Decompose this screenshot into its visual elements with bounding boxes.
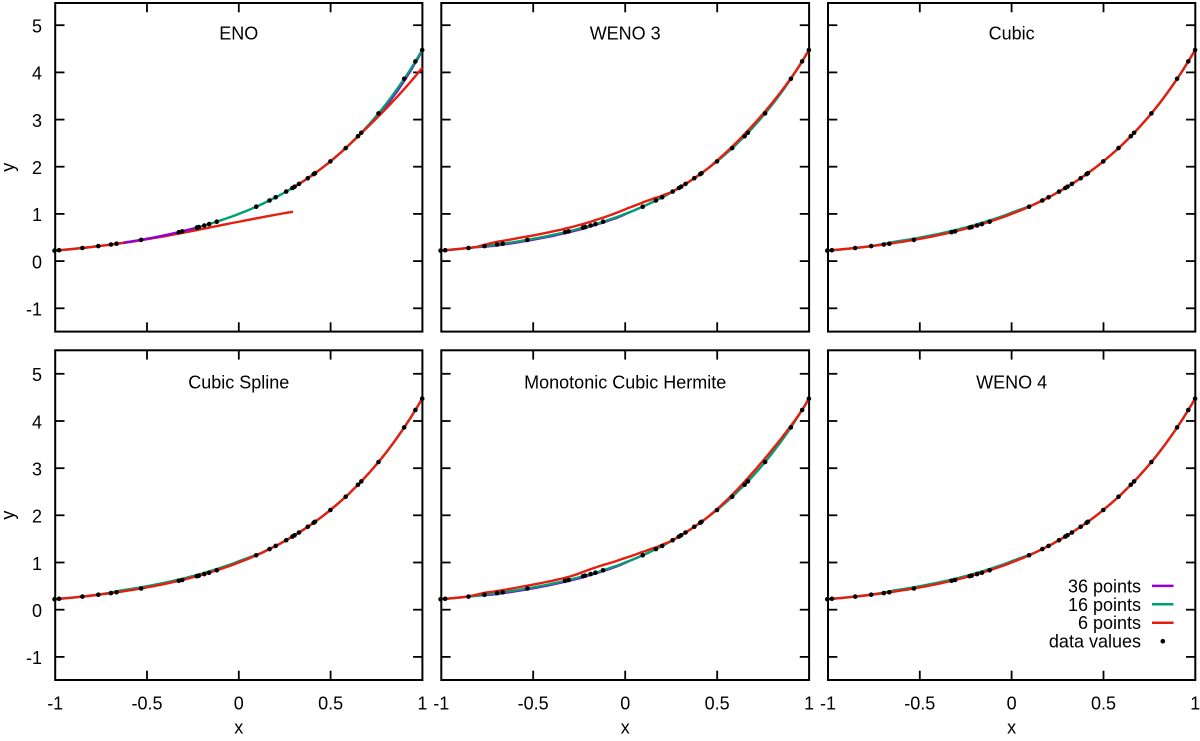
svg-text:0: 0 <box>32 252 42 272</box>
svg-text:WENO 3: WENO 3 <box>590 24 661 44</box>
svg-text:4: 4 <box>32 64 42 84</box>
svg-text:Cubic Spline: Cubic Spline <box>188 373 289 393</box>
svg-text:2: 2 <box>32 158 42 178</box>
svg-text:0.5: 0.5 <box>705 694 730 714</box>
svg-text:6 points: 6 points <box>1078 613 1141 633</box>
svg-text:y: y <box>0 163 18 172</box>
svg-text:5: 5 <box>32 17 42 37</box>
svg-text:1: 1 <box>32 205 42 225</box>
svg-text:2: 2 <box>32 507 42 527</box>
svg-text:36 points: 36 points <box>1068 576 1141 596</box>
svg-text:3: 3 <box>32 111 42 131</box>
svg-text:5: 5 <box>32 365 42 385</box>
svg-text:-0.5: -0.5 <box>904 694 935 714</box>
svg-text:0: 0 <box>1007 694 1017 714</box>
svg-text:0: 0 <box>620 694 630 714</box>
svg-text:1: 1 <box>417 694 427 714</box>
svg-text:4: 4 <box>32 412 42 432</box>
svg-text:1: 1 <box>32 554 42 574</box>
svg-text:-1: -1 <box>26 648 42 668</box>
svg-text:x: x <box>621 718 630 737</box>
svg-text:0: 0 <box>234 694 244 714</box>
svg-text:0.5: 0.5 <box>1091 694 1116 714</box>
svg-text:3: 3 <box>32 460 42 480</box>
svg-text:-1: -1 <box>47 694 63 714</box>
svg-text:x: x <box>1007 718 1016 737</box>
svg-text:-1: -1 <box>820 694 836 714</box>
svg-text:0.5: 0.5 <box>318 694 343 714</box>
svg-text:Monotonic Cubic Hermite: Monotonic Cubic Hermite <box>524 373 726 393</box>
svg-text:0: 0 <box>32 601 42 621</box>
svg-text:1: 1 <box>804 694 814 714</box>
svg-text:WENO 4: WENO 4 <box>976 373 1047 393</box>
svg-text:16 points: 16 points <box>1068 595 1141 615</box>
svg-text:x: x <box>234 718 243 737</box>
svg-text:-0.5: -0.5 <box>518 694 549 714</box>
svg-text:-1: -1 <box>26 300 42 320</box>
svg-text:data values: data values <box>1049 632 1141 652</box>
svg-text:1: 1 <box>1190 694 1200 714</box>
svg-text:y: y <box>0 511 18 520</box>
svg-text:ENO: ENO <box>219 24 258 44</box>
svg-text:-0.5: -0.5 <box>131 694 162 714</box>
svg-text:-1: -1 <box>433 694 449 714</box>
svg-text:Cubic: Cubic <box>989 24 1035 44</box>
